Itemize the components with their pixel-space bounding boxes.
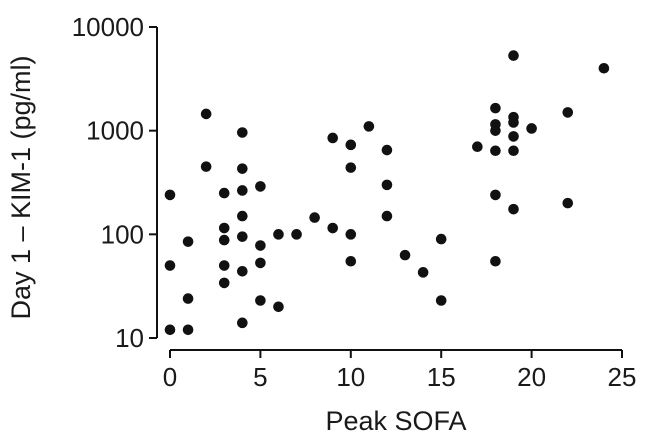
y-tick-label: 100	[101, 219, 144, 249]
data-point	[490, 102, 501, 114]
data-point	[345, 139, 357, 151]
data-point	[417, 267, 429, 278]
data-point	[363, 121, 375, 132]
data-point	[381, 210, 393, 222]
y-axis-title: Day 1 – KIM-1 (pg/ml)	[6, 55, 36, 319]
data-point	[490, 189, 501, 201]
data-point	[237, 163, 248, 174]
data-point	[218, 187, 230, 199]
y-tick-label: 10000	[72, 12, 144, 42]
y-tick-label: 1000	[86, 116, 144, 146]
y-axis-ticks: 10 100 1000 10000	[72, 12, 157, 353]
data-point	[218, 234, 230, 246]
data-point	[508, 117, 519, 128]
data-point	[490, 125, 501, 136]
data-point	[164, 260, 176, 271]
data-point	[562, 107, 574, 118]
data-point	[182, 293, 194, 304]
x-tick-label: 20	[517, 362, 546, 392]
data-point	[237, 265, 248, 277]
data-point	[200, 108, 212, 120]
data-point	[508, 131, 519, 142]
data-point	[472, 141, 483, 153]
data-point	[255, 240, 266, 251]
data-point	[273, 229, 284, 240]
data-point	[237, 317, 248, 329]
data-point	[237, 185, 248, 196]
data-point	[164, 189, 176, 201]
data-point	[508, 203, 519, 215]
data-point	[182, 324, 194, 336]
x-tick-label: 10	[336, 362, 365, 392]
data-point	[490, 145, 501, 157]
data-point	[200, 161, 212, 172]
data-point	[508, 145, 519, 157]
data-point	[381, 144, 393, 156]
data-point	[182, 236, 194, 247]
x-tick-label: 25	[608, 362, 637, 392]
data-point	[327, 222, 339, 234]
x-tick-label: 15	[427, 362, 456, 392]
data-point	[399, 249, 411, 261]
data-point	[526, 123, 537, 134]
data-point	[508, 50, 519, 61]
data-point	[435, 233, 447, 245]
data-point	[255, 181, 266, 192]
data-point	[291, 229, 302, 240]
y-tick-label: 10	[115, 323, 144, 353]
x-tick-label: 5	[253, 362, 267, 392]
x-axis-title: Peak SOFA	[325, 406, 466, 436]
data-point	[381, 179, 393, 191]
axes-frame	[156, 27, 622, 351]
data-point	[237, 210, 248, 222]
data-point	[218, 222, 230, 234]
data-point	[345, 229, 357, 240]
data-point	[309, 212, 320, 223]
data-points	[164, 50, 610, 336]
data-point	[255, 257, 266, 269]
data-point	[218, 260, 230, 271]
data-point	[345, 162, 357, 173]
data-point	[164, 324, 176, 336]
data-point	[237, 127, 248, 138]
data-point	[273, 301, 284, 313]
data-point	[237, 231, 248, 242]
data-point	[327, 132, 339, 144]
data-point	[490, 255, 501, 267]
x-tick-label: 0	[163, 362, 177, 392]
data-point	[345, 255, 357, 267]
x-axis-ticks: 0 5 10 15 20 25	[163, 350, 637, 392]
data-point	[562, 197, 574, 209]
data-point	[255, 295, 266, 306]
data-point	[598, 62, 610, 74]
data-point	[218, 277, 230, 289]
data-point	[435, 295, 447, 306]
